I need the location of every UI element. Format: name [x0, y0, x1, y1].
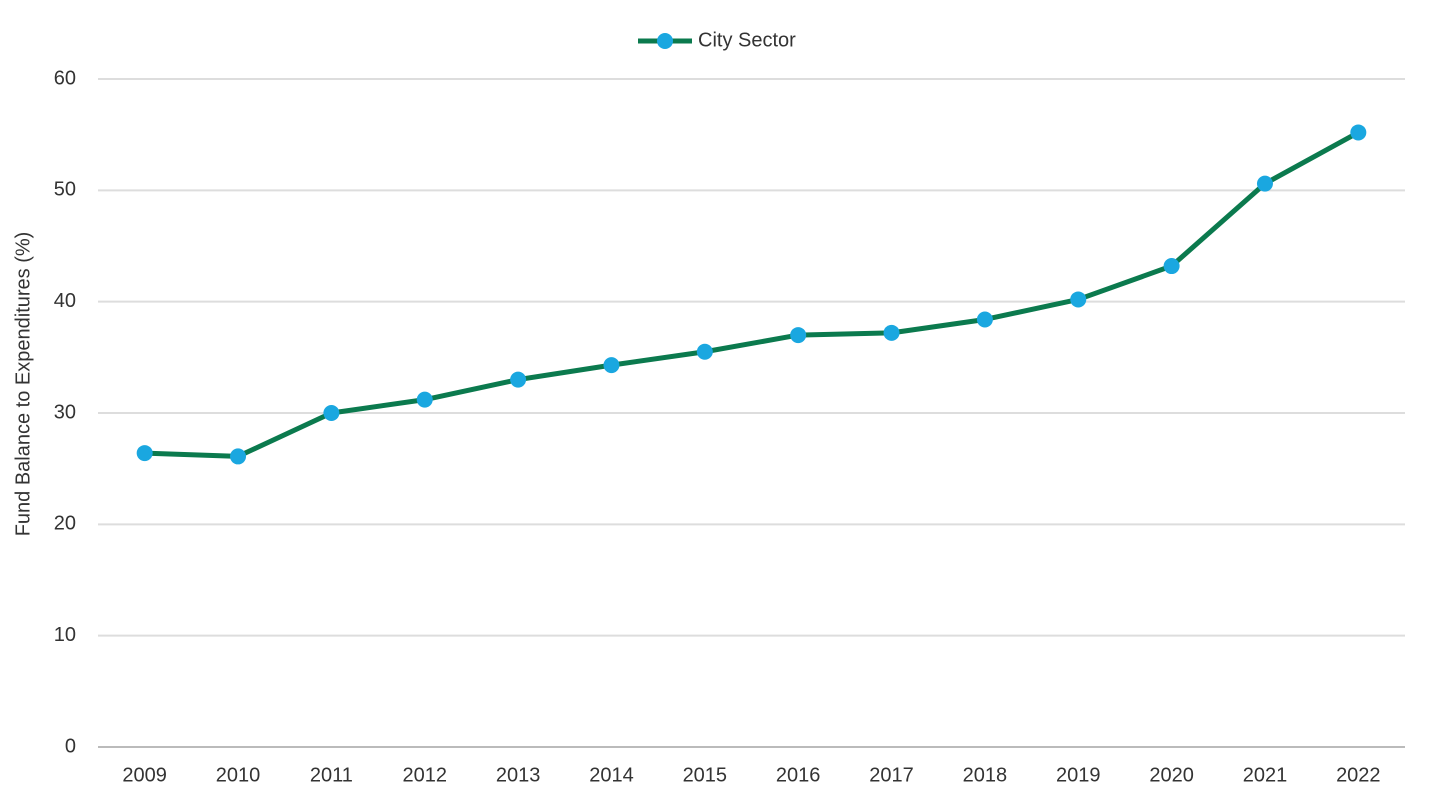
data-point [603, 357, 620, 374]
data-point [1350, 124, 1367, 141]
data-point [1163, 258, 1180, 275]
y-axis-label: Fund Balance to Expenditures (%) [12, 232, 34, 537]
x-tick-label: 2015 [683, 764, 728, 786]
x-tick-label: 2011 [310, 764, 353, 786]
x-tick-label: 2016 [776, 764, 821, 786]
y-tick-label: 20 [54, 513, 76, 535]
x-tick-label: 2012 [403, 764, 448, 786]
y-tick-label: 10 [54, 624, 76, 646]
y-tick-label: 50 [54, 179, 76, 201]
data-point [230, 448, 247, 465]
x-tick-label: 2021 [1243, 764, 1288, 786]
x-tick-label: 2018 [963, 764, 1008, 786]
x-tick-label: 2017 [869, 764, 914, 786]
x-tick-label: 2009 [122, 764, 167, 786]
data-point [510, 371, 527, 388]
legend-label: City Sector [698, 29, 796, 51]
data-point [1070, 291, 1087, 308]
data-point [416, 391, 433, 408]
series-line [144, 130, 1360, 459]
x-tick-label: 2022 [1336, 764, 1381, 786]
data-point [323, 405, 340, 421]
legend-marker [657, 33, 673, 49]
y-tick-label: 40 [54, 290, 76, 312]
y-tick-label: 60 [54, 67, 76, 89]
data-point [136, 445, 153, 462]
x-tick-label: 2010 [216, 764, 261, 786]
x-tick-label: 2013 [496, 764, 541, 786]
data-point [790, 327, 807, 344]
data-point [1256, 175, 1273, 192]
x-tick-label: 2019 [1056, 764, 1101, 786]
data-point [976, 311, 993, 328]
data-point [696, 343, 713, 360]
data-point [883, 324, 900, 341]
x-tick-label: 2020 [1149, 764, 1194, 786]
x-tick-label: 2014 [589, 764, 634, 786]
y-tick-label: 0 [65, 735, 76, 757]
y-tick-label: 30 [54, 401, 76, 423]
